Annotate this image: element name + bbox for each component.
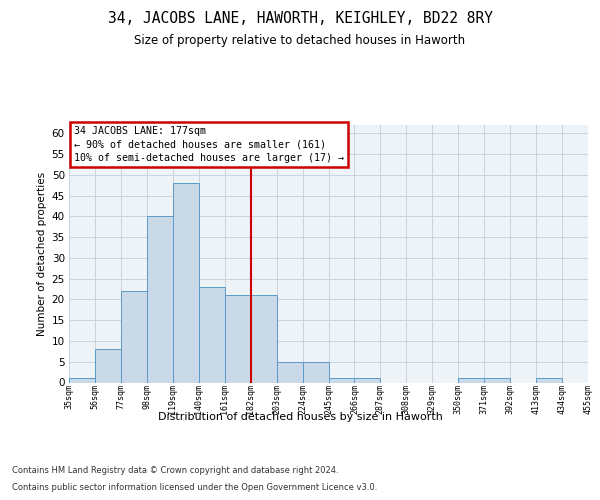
- Bar: [588, 378, 600, 382]
- Bar: [277, 362, 302, 382]
- Y-axis label: Number of detached properties: Number of detached properties: [37, 172, 47, 336]
- Bar: [536, 378, 562, 382]
- Bar: [458, 378, 484, 382]
- Bar: [225, 296, 251, 382]
- Bar: [95, 350, 121, 382]
- Bar: [355, 378, 380, 382]
- Text: Size of property relative to detached houses in Haworth: Size of property relative to detached ho…: [134, 34, 466, 47]
- Bar: [173, 183, 199, 382]
- Bar: [121, 291, 147, 382]
- Bar: [199, 287, 224, 382]
- Bar: [302, 362, 329, 382]
- Bar: [329, 378, 355, 382]
- Text: 34, JACOBS LANE, HAWORTH, KEIGHLEY, BD22 8RY: 34, JACOBS LANE, HAWORTH, KEIGHLEY, BD22…: [107, 11, 493, 26]
- Bar: [484, 378, 510, 382]
- Text: 34 JACOBS LANE: 177sqm
← 90% of detached houses are smaller (161)
10% of semi-de: 34 JACOBS LANE: 177sqm ← 90% of detached…: [74, 126, 344, 162]
- Bar: [147, 216, 173, 382]
- Text: Contains HM Land Registry data © Crown copyright and database right 2024.: Contains HM Land Registry data © Crown c…: [12, 466, 338, 475]
- Text: Distribution of detached houses by size in Haworth: Distribution of detached houses by size …: [158, 412, 442, 422]
- Bar: [69, 378, 95, 382]
- Bar: [251, 296, 277, 382]
- Text: Contains public sector information licensed under the Open Government Licence v3: Contains public sector information licen…: [12, 484, 377, 492]
